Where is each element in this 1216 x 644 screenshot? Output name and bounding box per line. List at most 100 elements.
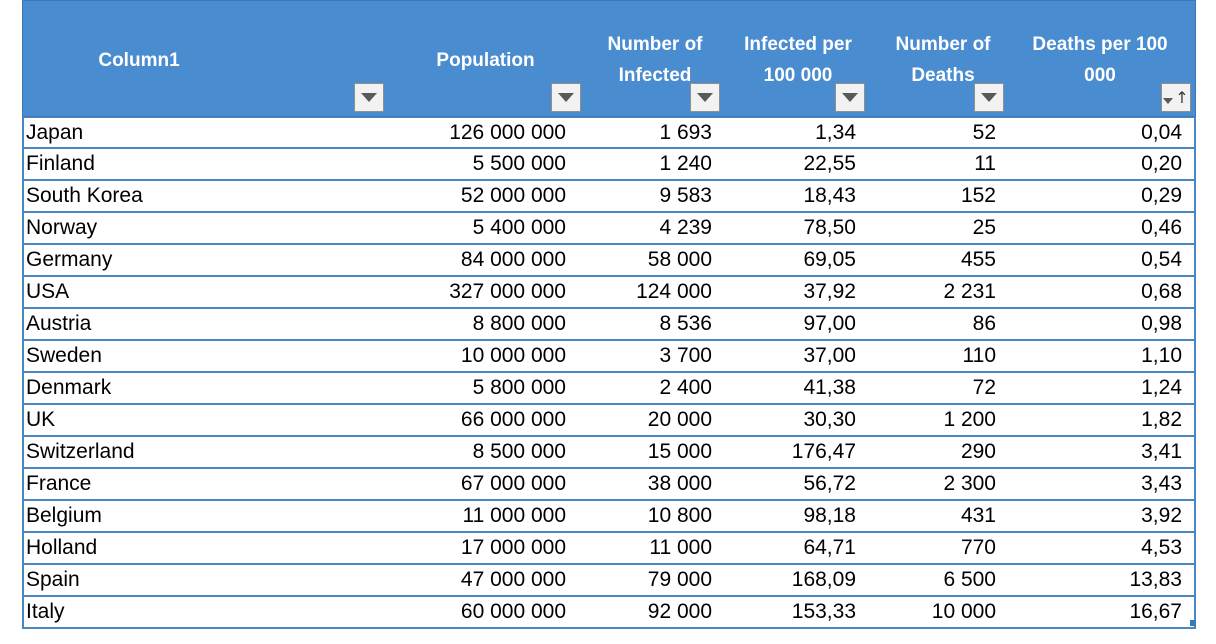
cell-country[interactable]: Spain	[26, 568, 80, 591]
cell-population[interactable]: 66 000 000	[460, 408, 566, 431]
cell-deaths-per-100k[interactable]: 0,98	[1141, 312, 1182, 335]
table-resize-handle[interactable]	[1190, 620, 1196, 626]
cell-country[interactable]: Japan	[26, 121, 84, 144]
cell-population[interactable]: 60 000 000	[460, 600, 566, 623]
cell-infected[interactable]: 20 000	[647, 408, 712, 431]
cell-deaths-per-100k[interactable]: 0,29	[1141, 184, 1182, 207]
cell-infected[interactable]: 3 700	[659, 344, 712, 367]
cell-country[interactable]: Holland	[26, 536, 98, 559]
cell-population[interactable]: 11 000 000	[462, 504, 566, 527]
cell-infected-per-100k[interactable]: 176,47	[791, 440, 856, 463]
cell-population[interactable]: 8 800 000	[472, 312, 566, 335]
cell-country[interactable]: Germany	[26, 248, 113, 271]
cell-population[interactable]: 5 500 000	[472, 152, 566, 175]
cell-deaths[interactable]: 86	[972, 312, 996, 335]
cell-country[interactable]: Sweden	[26, 344, 102, 367]
cell-deaths[interactable]: 110	[962, 344, 996, 367]
cell-deaths[interactable]: 52	[972, 121, 996, 144]
cell-population[interactable]: 47 000 000	[460, 568, 566, 591]
cell-infected-per-100k[interactable]: 64,71	[803, 536, 856, 559]
cell-country[interactable]: South Korea	[26, 184, 143, 207]
cell-deaths[interactable]: 2 231	[943, 280, 996, 303]
cell-deaths[interactable]: 10 000	[931, 600, 996, 623]
cell-infected-per-100k[interactable]: 98,18	[803, 504, 856, 527]
cell-population[interactable]: 84 000 000	[460, 248, 566, 271]
cell-infected[interactable]: 79 000	[647, 568, 712, 591]
filter-button-infected-per-100k[interactable]	[835, 83, 865, 112]
cell-country[interactable]: UK	[26, 408, 56, 431]
cell-deaths-per-100k[interactable]: 16,67	[1129, 600, 1182, 623]
cell-population[interactable]: 8 500 000	[472, 440, 566, 463]
cell-deaths[interactable]: 25	[972, 216, 996, 239]
cell-country[interactable]: Austria	[26, 312, 92, 335]
cell-deaths[interactable]: 11	[974, 152, 996, 175]
cell-infected-per-100k[interactable]: 69,05	[803, 248, 856, 271]
cell-population[interactable]: 5 400 000	[472, 216, 566, 239]
cell-country[interactable]: Italy	[26, 600, 65, 623]
cell-population[interactable]: 5 800 000	[472, 376, 566, 399]
cell-infected-per-100k[interactable]: 18,43	[803, 184, 856, 207]
cell-population[interactable]: 17 000 000	[460, 536, 566, 559]
cell-deaths-per-100k[interactable]: 0,68	[1141, 280, 1182, 303]
cell-infected[interactable]: 58 000	[647, 248, 712, 271]
cell-infected-per-100k[interactable]: 56,72	[803, 472, 856, 495]
cell-country[interactable]: Norway	[26, 216, 98, 239]
cell-infected-per-100k[interactable]: 37,00	[803, 344, 856, 367]
cell-infected-per-100k[interactable]: 41,38	[803, 376, 856, 399]
cell-deaths-per-100k[interactable]: 0,20	[1141, 152, 1182, 175]
cell-deaths[interactable]: 152	[960, 184, 996, 207]
cell-deaths-per-100k[interactable]: 3,92	[1141, 504, 1182, 527]
sort-button-deaths-per-100k[interactable]: ↑	[1161, 83, 1191, 112]
filter-button-column1[interactable]	[354, 83, 384, 112]
cell-population[interactable]: 10 000 000	[460, 344, 566, 367]
cell-deaths-per-100k[interactable]: 0,54	[1141, 248, 1182, 271]
cell-infected[interactable]: 11 000	[649, 536, 712, 559]
cell-infected-per-100k[interactable]: 37,92	[803, 280, 856, 303]
cell-infected-per-100k[interactable]: 97,00	[803, 312, 856, 335]
cell-population[interactable]: 126 000 000	[449, 121, 566, 144]
cell-population[interactable]: 67 000 000	[460, 472, 566, 495]
cell-country[interactable]: Belgium	[26, 504, 102, 527]
cell-deaths[interactable]: 2 300	[943, 472, 996, 495]
cell-deaths[interactable]: 431	[960, 504, 996, 527]
cell-infected-per-100k[interactable]: 153,33	[791, 600, 856, 623]
filter-button-deaths[interactable]	[974, 83, 1004, 112]
cell-infected[interactable]: 2 400	[659, 376, 712, 399]
cell-infected[interactable]: 38 000	[647, 472, 712, 495]
cell-infected[interactable]: 1 693	[659, 121, 712, 144]
cell-country[interactable]: USA	[26, 280, 70, 303]
cell-infected-per-100k[interactable]: 168,09	[791, 568, 856, 591]
cell-infected-per-100k[interactable]: 30,30	[803, 408, 856, 431]
cell-deaths-per-100k[interactable]: 1,82	[1141, 408, 1182, 431]
cell-deaths-per-100k[interactable]: 3,43	[1141, 472, 1182, 495]
cell-infected[interactable]: 4 239	[659, 216, 712, 239]
cell-infected[interactable]: 1 240	[659, 152, 712, 175]
cell-infected[interactable]: 92 000	[647, 600, 712, 623]
filter-button-infected[interactable]	[690, 83, 720, 112]
cell-deaths-per-100k[interactable]: 4,53	[1141, 536, 1182, 559]
cell-deaths-per-100k[interactable]: 3,41	[1141, 440, 1182, 463]
cell-infected[interactable]: 15 000	[647, 440, 712, 463]
cell-country[interactable]: Switzerland	[26, 440, 135, 463]
cell-infected[interactable]: 8 536	[659, 312, 712, 335]
cell-infected[interactable]: 124 000	[636, 280, 712, 303]
filter-button-population[interactable]	[551, 83, 581, 112]
cell-population[interactable]: 52 000 000	[460, 184, 566, 207]
cell-deaths-per-100k[interactable]: 1,24	[1141, 376, 1182, 399]
cell-population[interactable]: 327 000 000	[449, 280, 566, 303]
cell-infected-per-100k[interactable]: 1,34	[815, 121, 856, 144]
cell-deaths[interactable]: 290	[960, 440, 996, 463]
cell-country[interactable]: Finland	[26, 152, 95, 175]
cell-deaths[interactable]: 455	[960, 248, 996, 271]
cell-country[interactable]: Denmark	[26, 376, 112, 399]
cell-infected[interactable]: 9 583	[659, 184, 712, 207]
cell-infected-per-100k[interactable]: 78,50	[803, 216, 856, 239]
cell-deaths[interactable]: 770	[960, 536, 996, 559]
cell-deaths-per-100k[interactable]: 0,04	[1141, 121, 1182, 144]
cell-deaths[interactable]: 72	[972, 376, 996, 399]
cell-infected[interactable]: 10 800	[647, 504, 712, 527]
cell-deaths[interactable]: 1 200	[943, 408, 996, 431]
cell-deaths-per-100k[interactable]: 0,46	[1141, 216, 1182, 239]
cell-deaths-per-100k[interactable]: 1,10	[1141, 344, 1182, 367]
cell-infected-per-100k[interactable]: 22,55	[803, 152, 856, 175]
